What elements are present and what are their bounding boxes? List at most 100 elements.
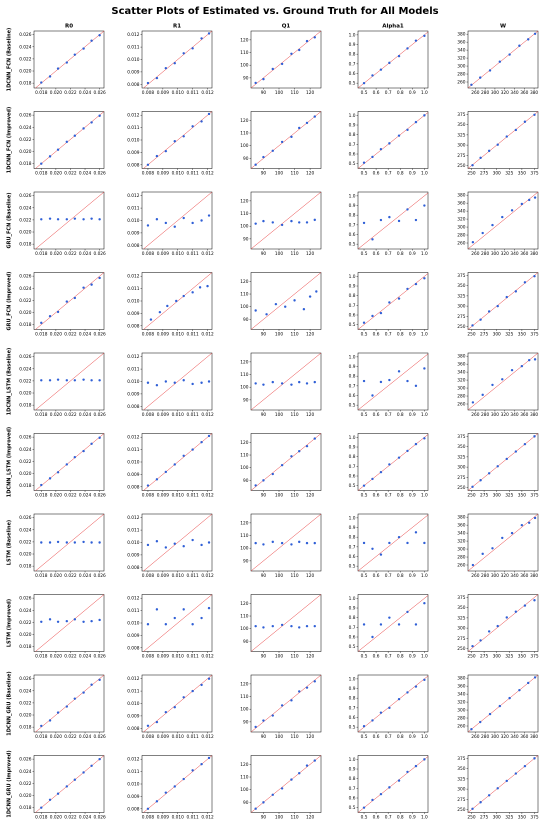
y-tick-label: 120 <box>240 359 248 365</box>
y-tick-label: 0.9 <box>349 606 356 612</box>
panel: 0.008 0.009 0.010 0.011 0.0120.0080.0090.010… <box>127 674 214 740</box>
scatter-point <box>200 683 203 687</box>
scatter-point <box>164 149 168 153</box>
scatter-point <box>397 623 401 626</box>
scatter-point <box>379 311 383 315</box>
x-tick-label: 0.012 <box>201 90 214 96</box>
y-tick-label: 0.009 <box>127 633 140 639</box>
y-tick-label: 325 <box>457 132 465 138</box>
scatter-point <box>423 114 426 117</box>
panel: 90 100 110 120 90 100 110 120 <box>240 191 322 257</box>
x-tick-label: 110 <box>290 573 298 579</box>
x-tick-label: 0.018 <box>35 493 48 499</box>
y-tick-label: 0.011 <box>127 206 140 212</box>
plot-frame <box>250 433 322 491</box>
plot-frame <box>467 674 539 733</box>
y-tick-label: 90 <box>243 317 249 323</box>
x-tick-label: 0.6 <box>373 251 380 257</box>
x-tick-label: 350 <box>518 493 526 499</box>
plot-frame <box>467 755 539 813</box>
x-tick-label: 0.011 <box>186 90 199 96</box>
panel: 0.008 0.009 0.010 0.011 0.0120.0080.0090.010… <box>127 594 214 660</box>
plot-frame <box>467 111 539 169</box>
scatter-point <box>82 47 85 50</box>
scatter-point <box>40 379 43 382</box>
scatter-point <box>182 294 185 298</box>
row-label: LSTM (Baseline) <box>7 520 13 565</box>
y-tick-label: 300 <box>457 787 465 793</box>
x-tick-label: 0.8 <box>397 654 404 660</box>
scatter-point <box>173 62 176 65</box>
x-tick-label: 120 <box>306 734 314 740</box>
x-tick-label: 0.018 <box>35 90 48 96</box>
scatter-point <box>274 302 278 306</box>
y-tick-label: 90 <box>243 639 249 645</box>
scatter-point <box>518 44 521 47</box>
y-tick-label: 0.024 <box>19 286 32 292</box>
scatter-point <box>496 624 499 628</box>
scatter-point <box>488 712 492 716</box>
y-tick-label: 0.6 <box>349 715 356 721</box>
x-tick-label: 0.011 <box>186 493 199 499</box>
y-tick-label: 0.022 <box>19 217 32 223</box>
scatter-point <box>498 704 502 708</box>
scatter-point <box>207 380 211 383</box>
scatter-point <box>200 381 203 384</box>
y-tick-label: 380 <box>457 676 465 682</box>
x-tick-label: 0.011 <box>186 332 199 338</box>
x-tick-label: 300 <box>493 332 501 338</box>
scatter-point <box>298 690 301 693</box>
scatter-point <box>491 547 494 550</box>
scatter-point <box>207 32 211 35</box>
scatter-point <box>90 619 93 623</box>
scatter-point <box>414 623 418 626</box>
y-tick-label: 0.8 <box>349 52 356 58</box>
scatter-point <box>146 807 150 810</box>
y-tick-label: 0.012 <box>127 354 140 360</box>
x-tick-label: 90 <box>261 251 267 257</box>
y-tick-label: 275 <box>457 153 465 159</box>
row-label: 1DCNN_GRU (Baseline) <box>7 671 13 735</box>
x-tick-label: 0.012 <box>201 734 214 740</box>
column-title: Q1 <box>282 24 291 30</box>
x-tick-label: 0.022 <box>64 734 77 740</box>
scatter-point <box>56 711 60 714</box>
scatter-point <box>40 806 43 809</box>
plot-frame <box>357 433 429 491</box>
x-tick-label: 0.7 <box>385 332 392 338</box>
scatter-point <box>254 484 257 487</box>
scatter-point <box>388 616 391 619</box>
scatter-point <box>290 455 293 458</box>
x-tick-label: 380 <box>530 734 538 740</box>
x-tick-label: 0.5 <box>361 493 368 499</box>
y-tick-label: 0.010 <box>127 218 140 224</box>
scatter-point <box>362 379 366 383</box>
y-tick-label: 380 <box>457 193 465 199</box>
scatter-point <box>90 442 93 446</box>
x-tick-label: 0.012 <box>201 251 214 257</box>
scatter-point <box>423 204 426 207</box>
x-tick-label: 0.018 <box>35 734 48 740</box>
scatter-point <box>313 115 316 118</box>
scatter-point <box>254 624 257 628</box>
scatter-point <box>362 161 366 164</box>
scatter-point <box>290 383 293 386</box>
scatter-point <box>406 610 409 614</box>
x-tick-label: 0.009 <box>157 332 170 338</box>
plot-frame <box>467 352 539 411</box>
scatter-point <box>379 147 383 151</box>
scatter-point <box>371 74 374 77</box>
scatter-point <box>298 126 301 130</box>
y-tick-label: 0.009 <box>127 552 140 558</box>
x-tick-label: 0.010 <box>172 815 185 821</box>
scatter-point <box>362 81 366 85</box>
y-tick-label: 0.5 <box>349 322 356 328</box>
plot-frame <box>33 513 105 572</box>
x-tick-label: 0.008 <box>142 573 155 579</box>
y-tick-label: 1.0 <box>349 515 356 521</box>
x-tick-label: 0.6 <box>373 654 380 660</box>
scatter-point <box>487 472 491 475</box>
identity-line <box>143 191 213 250</box>
x-tick-label: 0.011 <box>186 573 199 579</box>
